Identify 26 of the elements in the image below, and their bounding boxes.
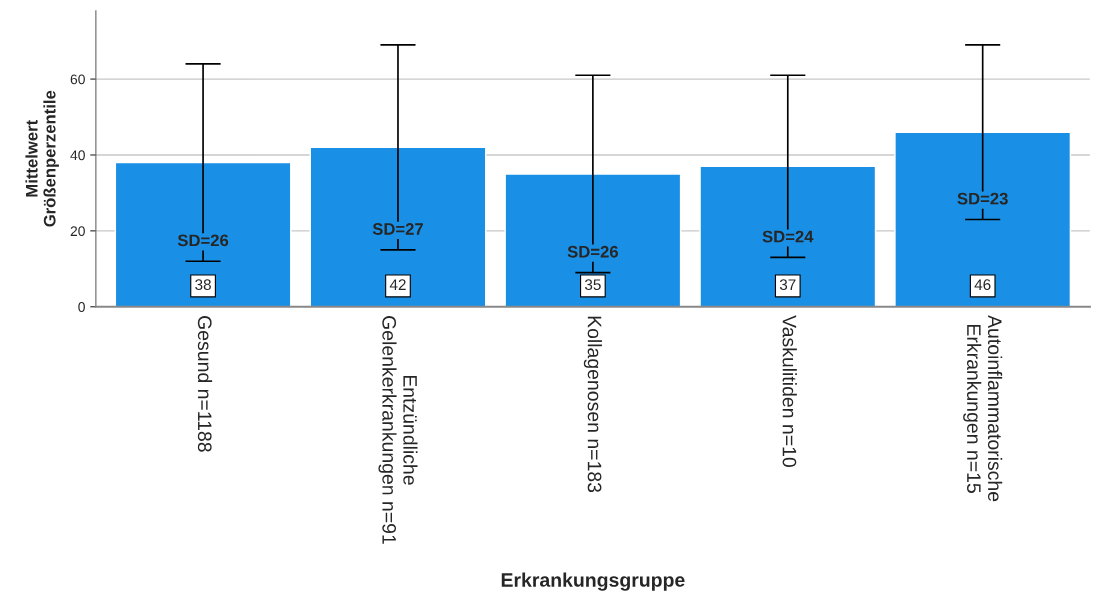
annotation: SD=26 [567, 245, 618, 258]
data-label: 42 [389, 279, 406, 290]
data-label: 37 [779, 279, 796, 291]
bar [699, 165, 877, 307]
bar [309, 146, 487, 307]
x-tick-label: Autoinflammatorische Erkrankungen n=15 [963, 315, 1003, 502]
y-tick-label: 20 [70, 226, 85, 237]
data-label: 35 [584, 279, 601, 291]
y-tick-label: 60 [70, 74, 85, 85]
x-tick-label: Gesund n=1188 [197, 316, 213, 452]
y-axis-title: Mittelwert Größenperzentile [25, 90, 59, 227]
data-label: 38 [195, 279, 211, 291]
annotation: SD=24 [762, 230, 814, 243]
x-tick-label: Vaskulitiden n=10 [782, 315, 797, 467]
x-axis-title: Erkrankungsgruppe [501, 572, 685, 591]
y-tick-label: 40 [70, 150, 85, 161]
x-tick-label: Kollagenosen n=183 [583, 316, 602, 493]
bar [114, 161, 292, 307]
data-label: 46 [974, 279, 991, 291]
bar [894, 131, 1072, 307]
x-tick-label: Entzündliche Gelenkerkrankungen n=91 [378, 316, 418, 544]
annotation: SD=27 [372, 223, 423, 235]
annotation: SD=23 [957, 192, 1008, 205]
y-tick-label: 0 [78, 302, 85, 312]
annotation: SD=26 [177, 234, 229, 247]
bar [504, 173, 682, 307]
